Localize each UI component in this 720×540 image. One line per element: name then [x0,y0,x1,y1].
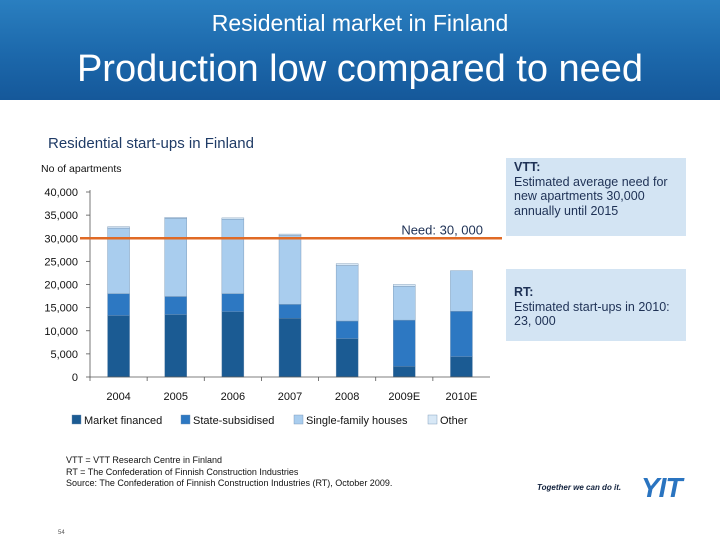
legend-swatch [180,414,191,425]
page-number: 54 [58,530,65,536]
bar-segment [335,320,359,339]
yit-logo: YIT [641,472,683,503]
x-tick-label: 2004 [106,391,130,403]
bar-segment [393,286,416,321]
bar-segment [393,366,416,378]
y-tick-label: 40,000 [44,187,78,199]
y-tick-label: 5,000 [50,349,78,361]
y-tick-label: 10,000 [44,326,78,338]
y-tick-label: 25,000 [44,256,78,268]
y-tick-label: 0 [72,372,78,384]
bar-segment [164,314,187,378]
legend-swatch [71,414,82,425]
bar-segment [164,296,187,315]
legend-label: Market financed [84,415,162,427]
bar-segment [450,270,473,312]
legend-swatch [427,414,438,425]
bar-segment [107,315,130,378]
y-tick-label: 30,000 [44,233,78,245]
note-line: RT = The Confederation of Finnish Constr… [66,466,299,477]
bar-segment [450,311,473,357]
bar-segment [221,219,245,294]
x-tick-label: 2005 [163,391,187,403]
vtt-callout-body: Estimated average need for new apartment… [514,174,668,218]
bar-segment [335,265,359,322]
bar-segment [278,233,302,236]
y-tick-label: 20,000 [44,280,78,292]
bar-segment [335,263,359,266]
slide-title: Production low compared to need [76,48,644,90]
bar-segment [221,293,245,312]
bar-segment [164,217,187,219]
y-tick-label: 15,000 [44,303,78,315]
rt-callout: RT: Estimated start-ups in 2010: 23, 000 [506,269,686,341]
bar-segment [335,338,359,378]
y-axis-label: No of apartments [41,163,122,175]
bar-segment [450,356,473,378]
note-line: VTT = VTT Research Centre in Finland [66,455,222,465]
legend-swatch [293,414,304,425]
slide-supertitle: Residential market in Finland [211,10,509,36]
chart-subtitle: Residential start-ups in Finland [48,135,254,152]
rt-callout-head: RT: [514,285,534,299]
y-tick-label: 35,000 [44,210,78,222]
legend-label: State-subsidised [193,415,274,427]
legend-label: Single-family houses [306,415,408,427]
need-reference-label: Need: 30, 000 [401,222,483,237]
bar-segment [221,217,245,220]
header-banner: Residential market in Finland Production… [0,0,720,100]
bar-segment [278,304,302,319]
bar-segment [107,226,130,229]
x-tick-label: 2006 [221,391,245,403]
x-tick-label: 2007 [278,391,302,403]
bar-segment [393,284,416,287]
x-tick-label: 2008 [335,391,359,403]
bar-segment [107,293,130,316]
rt-callout-body: Estimated start-ups in 2010: 23, 000 [514,299,670,329]
note-line: Source: The Confederation of Finnish Con… [66,478,393,488]
bar-segment [393,319,416,367]
slogan: Together we can do it. [537,483,622,492]
legend-label: Other [440,415,468,427]
source-notes: VTT = VTT Research Centre in Finland RT … [66,455,392,490]
vtt-callout: VTT: Estimated average need for new apar… [506,158,686,236]
x-tick-label: 2009E [388,391,420,403]
bar-segment [278,318,302,378]
bar-segment [221,311,245,378]
bar-segment [278,235,302,305]
vtt-callout-head: VTT: [514,160,541,174]
x-tick-label: 2010E [446,391,478,403]
bar-segment [164,218,187,297]
